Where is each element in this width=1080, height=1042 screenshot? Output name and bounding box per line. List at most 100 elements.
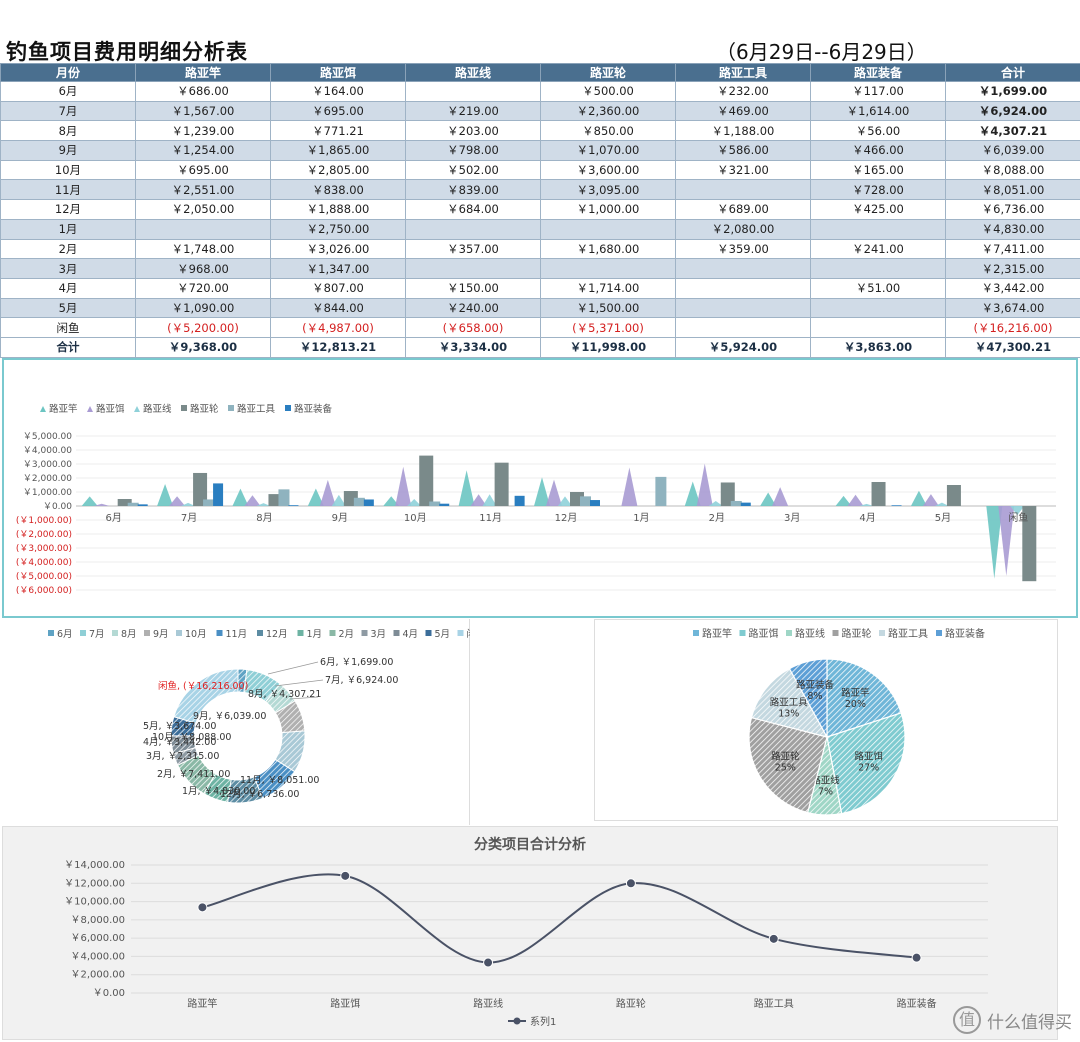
column-header[interactable]: 路亚饵 — [270, 63, 406, 82]
table-cell[interactable]: ￥839.00 — [405, 179, 541, 201]
table-cell[interactable]: ￥1,680.00 — [540, 238, 676, 260]
table-cell[interactable]: ￥2,551.00 — [135, 179, 271, 201]
table-cell[interactable]: ￥695.00 — [135, 159, 271, 181]
table-cell[interactable]: ￥1,347.00 — [270, 258, 406, 279]
column-header[interactable]: 路亚竿 — [135, 63, 271, 82]
table-cell[interactable]: ￥3,095.00 — [540, 179, 676, 201]
monthly-donut-chart-panel[interactable]: 6月 7月 8月 9月 10月 11月 12月 1月 2月 3月 4月 5月 闲鱼 6月, ￥1,699.… — [0, 619, 486, 825]
total-cell[interactable]: ￥5,924.00 — [675, 336, 811, 358]
table-cell[interactable]: ￥359.00 — [675, 238, 811, 260]
table-cell[interactable]: 9月 — [0, 140, 136, 161]
table-cell[interactable]: ￥56.00 — [810, 120, 946, 142]
table-cell[interactable]: ￥3,026.00 — [270, 238, 406, 260]
total-cell[interactable]: 合计 — [0, 336, 136, 358]
table-cell[interactable]: ￥586.00 — [675, 140, 811, 161]
table-cell[interactable]: ￥728.00 — [810, 179, 946, 201]
table-cell[interactable]: 1月 — [0, 218, 136, 240]
table-cell[interactable]: ￥838.00 — [270, 179, 406, 201]
table-cell[interactable]: 8月 — [0, 120, 136, 142]
category-pie-chart-panel[interactable]: 路亚竿 路亚饵 路亚线 路亚轮 路亚工具 路亚装备 路亚竿 20% 路亚饵 27% 路亚线 7% 路亚轮… — [594, 619, 1058, 821]
table-cell[interactable]: ￥500.00 — [540, 81, 676, 102]
table-cell[interactable]: 闲鱼 — [0, 317, 136, 338]
table-cell[interactable] — [540, 218, 676, 240]
table-cell[interactable]: ￥850.00 — [540, 120, 676, 142]
column-header[interactable]: 合计 — [945, 63, 1080, 82]
table-cell[interactable]: ￥7,411.00 — [945, 238, 1080, 260]
total-cell[interactable]: ￥12,813.21 — [270, 336, 406, 358]
table-cell[interactable]: ￥4,307.21 — [945, 120, 1080, 142]
table-cell[interactable]: ￥425.00 — [810, 199, 946, 220]
table-cell[interactable]: ￥8,051.00 — [945, 179, 1080, 201]
table-cell[interactable]: ￥469.00 — [675, 100, 811, 122]
table-cell[interactable] — [810, 218, 946, 240]
table-cell[interactable]: ￥1,500.00 — [540, 297, 676, 319]
table-cell[interactable]: ￥219.00 — [405, 100, 541, 122]
table-cell[interactable]: ￥6,736.00 — [945, 199, 1080, 220]
table-cell[interactable] — [675, 297, 811, 319]
table-cell[interactable] — [405, 81, 541, 102]
total-cell[interactable]: ￥3,334.00 — [405, 336, 541, 358]
table-cell[interactable]: (￥5,371.00) — [540, 317, 676, 338]
table-cell[interactable]: ￥6,039.00 — [945, 140, 1080, 161]
table-cell[interactable] — [810, 258, 946, 279]
table-cell[interactable]: ￥1,070.00 — [540, 140, 676, 161]
table-cell[interactable]: (￥658.00) — [405, 317, 541, 338]
table-cell[interactable]: ￥2,080.00 — [675, 218, 811, 240]
table-cell[interactable]: 3月 — [0, 258, 136, 279]
table-cell[interactable]: ￥51.00 — [810, 277, 946, 299]
table-cell[interactable]: ￥1,748.00 — [135, 238, 271, 260]
table-cell[interactable]: ￥6,924.00 — [945, 100, 1080, 122]
table-cell[interactable]: ￥466.00 — [810, 140, 946, 161]
total-cell[interactable]: ￥3,863.00 — [810, 336, 946, 358]
table-cell[interactable]: ￥771.21 — [270, 120, 406, 142]
table-cell[interactable] — [810, 297, 946, 319]
total-cell[interactable]: ￥47,300.21 — [945, 336, 1080, 358]
table-cell[interactable]: ￥720.00 — [135, 277, 271, 299]
table-cell[interactable]: ￥695.00 — [270, 100, 406, 122]
table-cell[interactable] — [675, 317, 811, 338]
table-cell[interactable]: 2月 — [0, 238, 136, 260]
table-cell[interactable]: ￥2,315.00 — [945, 258, 1080, 279]
table-cell[interactable]: ￥807.00 — [270, 277, 406, 299]
table-cell[interactable]: 12月 — [0, 199, 136, 220]
table-cell[interactable]: ￥321.00 — [675, 159, 811, 181]
table-cell[interactable]: 11月 — [0, 179, 136, 201]
table-cell[interactable]: ￥1,000.00 — [540, 199, 676, 220]
table-cell[interactable]: ￥3,600.00 — [540, 159, 676, 181]
table-cell[interactable]: ￥240.00 — [405, 297, 541, 319]
table-cell[interactable]: ￥8,088.00 — [945, 159, 1080, 181]
table-cell[interactable]: ￥3,442.00 — [945, 277, 1080, 299]
table-cell[interactable]: ￥968.00 — [135, 258, 271, 279]
table-cell[interactable]: (￥5,200.00) — [135, 317, 271, 338]
table-cell[interactable]: (￥16,216.00) — [945, 317, 1080, 338]
table-cell[interactable] — [405, 218, 541, 240]
table-cell[interactable]: ￥1,239.00 — [135, 120, 271, 142]
table-cell[interactable]: ￥1,888.00 — [270, 199, 406, 220]
table-cell[interactable]: ￥684.00 — [405, 199, 541, 220]
table-cell[interactable] — [675, 179, 811, 201]
table-cell[interactable]: 10月 — [0, 159, 136, 181]
table-cell[interactable]: ￥1,254.00 — [135, 140, 271, 161]
table-cell[interactable]: 5月 — [0, 297, 136, 319]
table-cell[interactable]: ￥4,830.00 — [945, 218, 1080, 240]
table-cell[interactable]: 4月 — [0, 277, 136, 299]
table-cell[interactable] — [675, 258, 811, 279]
table-cell[interactable]: ￥3,674.00 — [945, 297, 1080, 319]
table-cell[interactable]: 7月 — [0, 100, 136, 122]
table-cell[interactable]: ￥1,090.00 — [135, 297, 271, 319]
table-cell[interactable]: ￥689.00 — [675, 199, 811, 220]
table-cell[interactable]: ￥2,750.00 — [270, 218, 406, 240]
table-cell[interactable]: ￥165.00 — [810, 159, 946, 181]
column-header[interactable]: 月份 — [0, 63, 136, 82]
table-cell[interactable]: ￥203.00 — [405, 120, 541, 142]
table-cell[interactable]: (￥4,987.00) — [270, 317, 406, 338]
table-cell[interactable]: ￥1,614.00 — [810, 100, 946, 122]
table-cell[interactable]: ￥164.00 — [270, 81, 406, 102]
table-cell[interactable]: ￥686.00 — [135, 81, 271, 102]
column-header[interactable]: 路亚装备 — [810, 63, 946, 82]
category-line-chart-panel[interactable]: 分类项目合计分析 ￥14,000.00 ￥12,000.00 ￥10,000.00 ￥8… — [2, 826, 1058, 1040]
table-cell[interactable]: ￥1,865.00 — [270, 140, 406, 161]
table-cell[interactable]: ￥241.00 — [810, 238, 946, 260]
total-cell[interactable]: ￥9,368.00 — [135, 336, 271, 358]
table-cell[interactable]: ￥232.00 — [675, 81, 811, 102]
